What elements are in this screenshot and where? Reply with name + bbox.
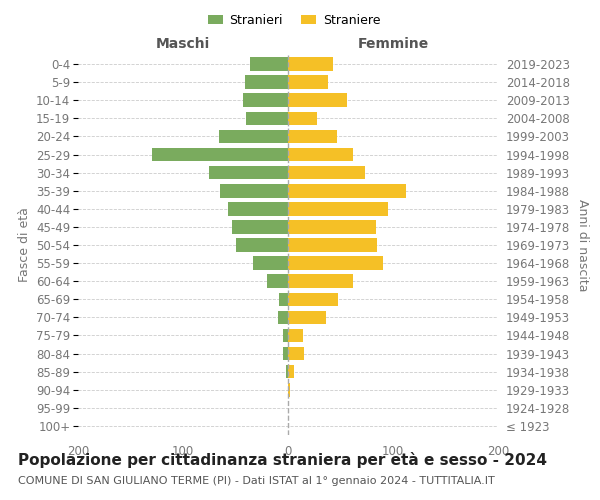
Y-axis label: Anni di nascita: Anni di nascita xyxy=(577,198,589,291)
Bar xyxy=(286,365,288,378)
Bar xyxy=(235,238,288,252)
Bar xyxy=(232,220,288,234)
Text: Maschi: Maschi xyxy=(156,38,210,52)
Bar xyxy=(288,130,337,143)
Bar xyxy=(283,328,288,342)
Bar xyxy=(288,328,303,342)
Bar xyxy=(253,256,288,270)
Bar xyxy=(250,58,288,71)
Bar xyxy=(288,365,295,378)
Bar xyxy=(288,184,406,198)
Bar xyxy=(218,130,288,143)
Bar xyxy=(288,347,304,360)
Bar xyxy=(288,310,326,324)
Bar xyxy=(267,274,288,288)
Bar xyxy=(288,292,338,306)
Bar xyxy=(243,94,288,107)
Y-axis label: Fasce di età: Fasce di età xyxy=(17,208,31,282)
Text: Femmine: Femmine xyxy=(358,38,428,52)
Bar xyxy=(277,310,288,324)
Bar xyxy=(288,256,383,270)
Bar xyxy=(151,148,288,162)
Bar xyxy=(278,292,288,306)
Text: Popolazione per cittadinanza straniera per età e sesso - 2024: Popolazione per cittadinanza straniera p… xyxy=(18,452,547,468)
Bar xyxy=(288,58,333,71)
Bar xyxy=(288,238,377,252)
Bar xyxy=(288,274,353,288)
Bar xyxy=(288,383,290,396)
Bar xyxy=(288,148,353,162)
Legend: Stranieri, Straniere: Stranieri, Straniere xyxy=(203,8,385,32)
Bar xyxy=(288,166,365,179)
Bar xyxy=(283,347,288,360)
Bar xyxy=(288,202,388,215)
Bar xyxy=(288,94,347,107)
Bar xyxy=(245,76,288,89)
Bar xyxy=(228,202,288,215)
Bar xyxy=(246,112,288,125)
Bar xyxy=(288,76,328,89)
Bar xyxy=(288,112,317,125)
Bar xyxy=(220,184,288,198)
Text: COMUNE DI SAN GIULIANO TERME (PI) - Dati ISTAT al 1° gennaio 2024 - TUTTITALIA.I: COMUNE DI SAN GIULIANO TERME (PI) - Dati… xyxy=(18,476,495,486)
Bar xyxy=(209,166,288,179)
Bar xyxy=(288,220,376,234)
